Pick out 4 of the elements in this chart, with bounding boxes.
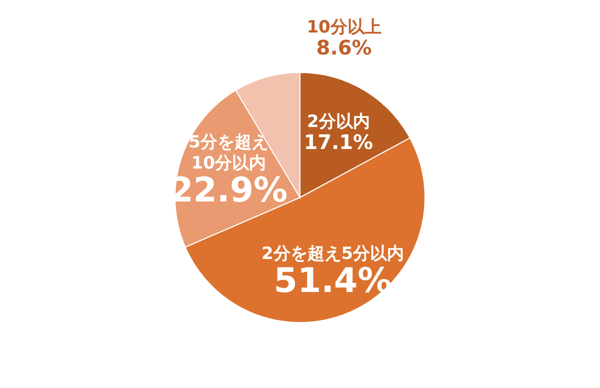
data-label: 8.6% — [316, 35, 372, 60]
slice-label: 10分以上 — [306, 17, 382, 38]
slice-label: 2分以内 — [306, 112, 370, 132]
data-label: 17.1% — [304, 130, 374, 154]
